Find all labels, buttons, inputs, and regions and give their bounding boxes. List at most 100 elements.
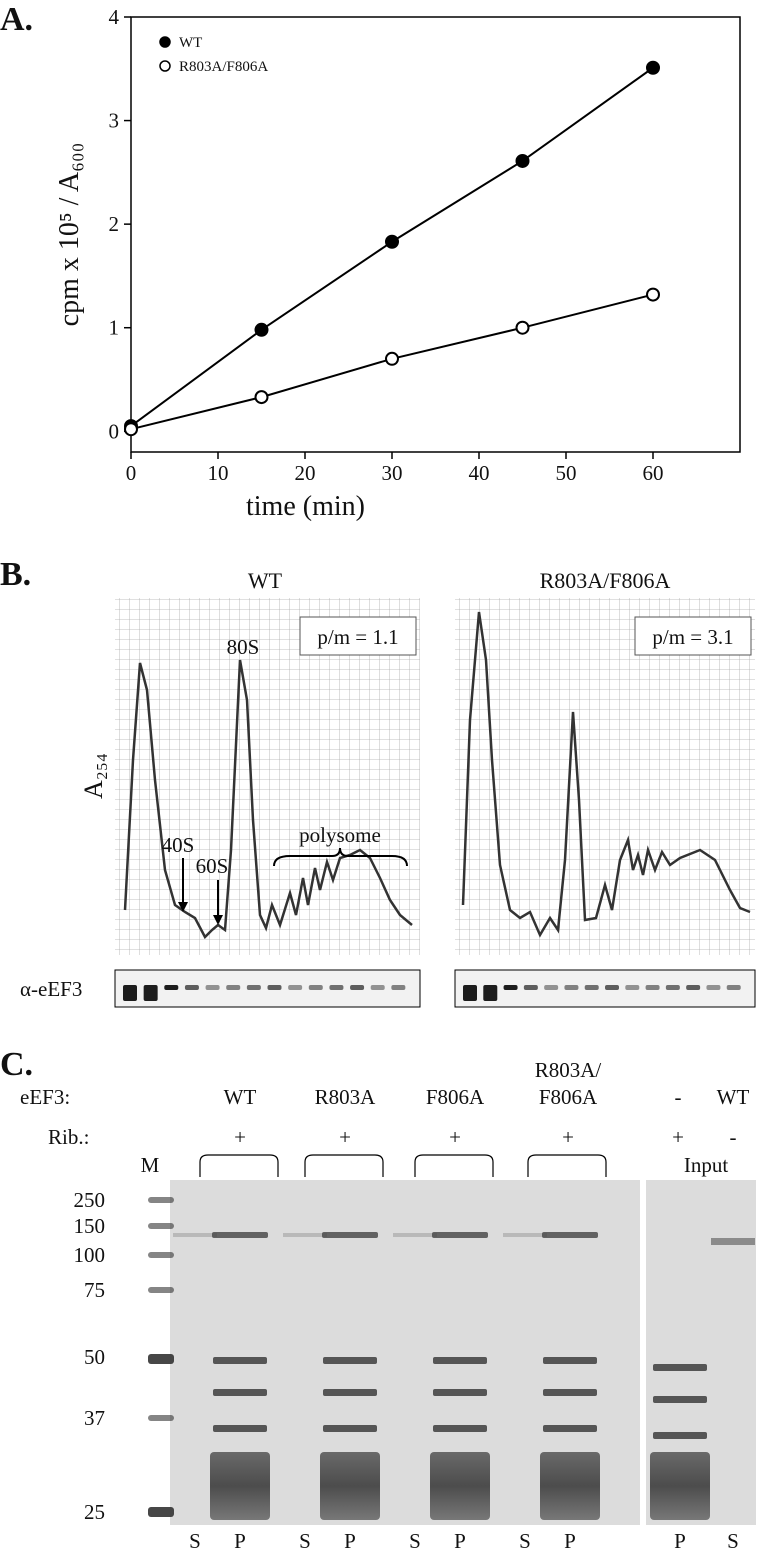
x-tick-label: 10 (208, 461, 229, 485)
gel-band (173, 1233, 217, 1237)
blot-band (267, 985, 282, 990)
blot-band (483, 985, 498, 1001)
blot-band (370, 985, 385, 990)
lane-label: P (344, 1529, 356, 1553)
lane-label: P (454, 1529, 466, 1553)
marker-band (148, 1197, 174, 1203)
x-tick-label: 40 (469, 461, 490, 485)
ratio-box (299, 616, 417, 656)
marker-band (148, 1287, 174, 1293)
blot-band (726, 985, 741, 990)
gel-band (432, 1232, 488, 1238)
blot-band (123, 985, 137, 1001)
gel-band (212, 1232, 268, 1238)
blot-band (143, 985, 158, 1001)
gel-band (433, 1425, 487, 1432)
marker-size-label: 100 (74, 1243, 106, 1267)
blot-band (564, 985, 579, 990)
lane-label: P (234, 1529, 246, 1553)
profile-title: WT (248, 568, 283, 593)
blot-band (523, 985, 538, 990)
blot-band (246, 985, 261, 990)
x-tick-label: 0 (126, 461, 137, 485)
marker-band (148, 1415, 174, 1421)
gel-band (542, 1232, 598, 1238)
marker-size-label: 250 (74, 1188, 106, 1212)
marker-lane-label: M (141, 1153, 160, 1177)
row-label: eEF3: (20, 1085, 70, 1109)
blot-label: α-eEF3 (20, 977, 82, 1001)
blot-band (584, 985, 599, 990)
y-tick-label: 3 (109, 109, 120, 133)
bracket (304, 1154, 384, 1177)
blot-band (391, 985, 406, 990)
sample-label: R803A/ (535, 1058, 602, 1082)
blot-band (503, 985, 518, 990)
x-axis-label: time (min) (246, 491, 365, 522)
data-point (254, 322, 269, 337)
blot-band (184, 985, 199, 990)
blot-band (665, 985, 680, 990)
gel-band (503, 1233, 547, 1237)
blot-band (226, 985, 241, 990)
legend-marker (159, 36, 171, 48)
arrow-head (213, 915, 223, 925)
panel-label: C. (0, 1046, 33, 1083)
ratio-box (634, 616, 752, 656)
blot-band (288, 985, 303, 990)
gel-band (543, 1357, 597, 1364)
bracket (527, 1154, 607, 1177)
gel-smear (320, 1452, 380, 1520)
gel-smear (540, 1452, 600, 1520)
bracket (199, 1154, 279, 1177)
y-tick-label: 4 (109, 5, 120, 29)
lane-label: P (674, 1529, 686, 1553)
data-point (515, 153, 530, 168)
input-label: Input (684, 1153, 728, 1177)
peak-label: 40S (162, 833, 195, 857)
marker-band (148, 1252, 174, 1258)
gel-band (653, 1396, 707, 1403)
data-point (385, 234, 399, 249)
profile-grid (115, 598, 420, 955)
lane-label: S (299, 1529, 311, 1553)
polysome-label: polysome (299, 823, 381, 847)
gel-band (213, 1357, 267, 1364)
marker-size-label: 25 (84, 1500, 105, 1524)
gel-band (323, 1389, 377, 1396)
sample-label: F806A (539, 1085, 598, 1109)
gel-band (213, 1425, 267, 1432)
plot-frame (130, 16, 741, 453)
blot-band (544, 985, 559, 990)
gel-band (543, 1425, 597, 1432)
blot-band (645, 985, 660, 990)
marker-size-label: 37 (84, 1406, 105, 1430)
x-tick-label: 50 (556, 461, 577, 485)
ribosome-label: - (730, 1125, 737, 1149)
legend-label: WT (179, 35, 202, 51)
gel-band (323, 1425, 377, 1432)
peak-label: 60S (196, 854, 229, 878)
x-tick-label: 30 (382, 461, 403, 485)
gel-band (283, 1233, 327, 1237)
ratio-label: p/m = 3.1 (652, 625, 733, 649)
lane-label: S (409, 1529, 421, 1553)
blot-band (308, 985, 323, 990)
data-point (646, 60, 660, 75)
ribosome-label: + (449, 1125, 461, 1149)
blot-band (164, 985, 179, 990)
gel-band (213, 1389, 267, 1396)
sample-label: R803A (315, 1085, 377, 1109)
data-point (124, 422, 138, 437)
blot-band (605, 985, 619, 990)
sample-label: F806A (426, 1085, 485, 1109)
gel-band (711, 1238, 755, 1245)
legend-label: R803A/F806A (179, 59, 268, 75)
data-point (254, 390, 269, 405)
y-tick-label: 0 (109, 419, 120, 443)
row-label: Rib.: (48, 1125, 89, 1149)
lane-label: S (727, 1529, 739, 1553)
gel-band (323, 1357, 377, 1364)
profile-trace (461, 611, 751, 938)
